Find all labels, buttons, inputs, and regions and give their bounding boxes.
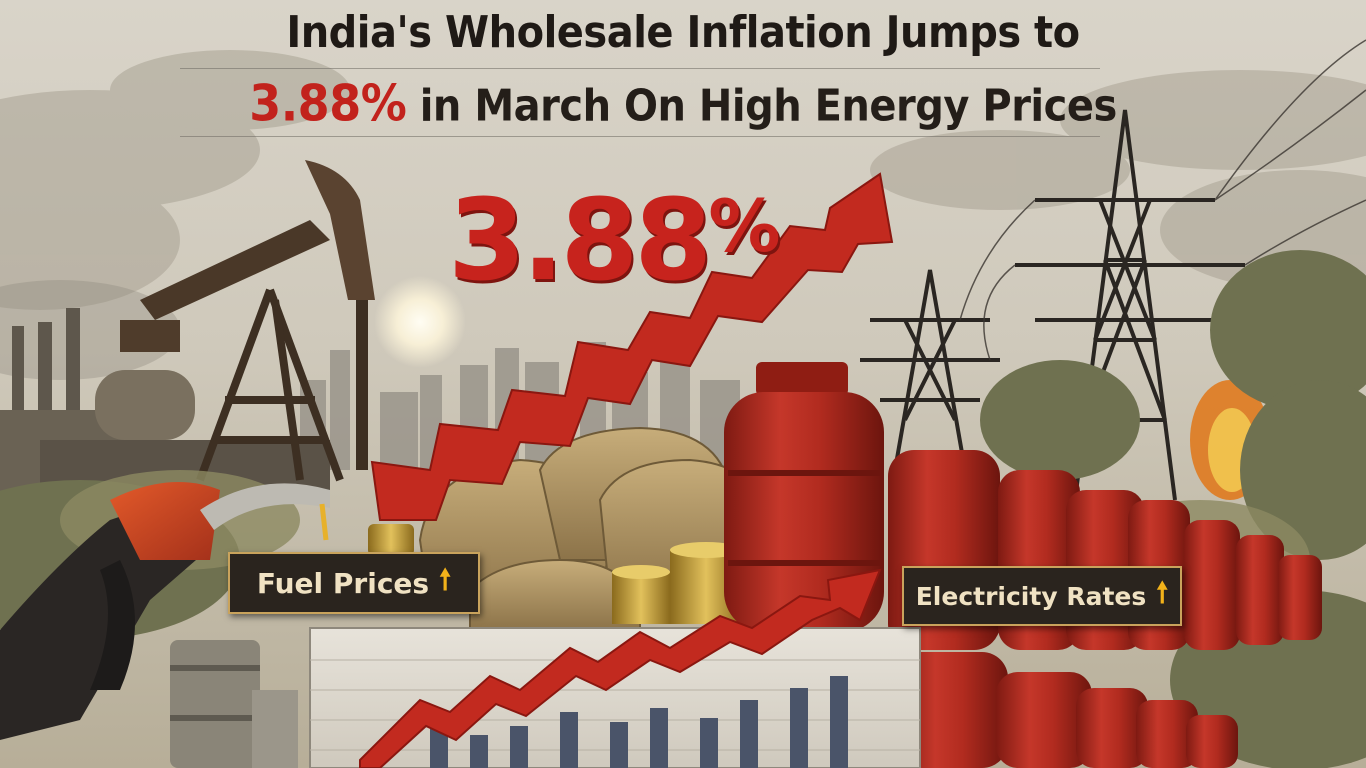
fuel-nozzle-icon [0,482,330,740]
fuel-prices-label: Fuel Prices 🠕 [228,552,480,614]
up-arrow-icon: 🠕 [1156,576,1169,609]
grain-sack-icon [418,426,762,631]
sun [374,276,466,368]
coin-stack-icon [368,524,742,624]
city-skyline [300,342,740,475]
pump-beam [140,220,330,320]
headline-rate: 3.88% [249,73,407,133]
inflation-rate-figure: 3.88% [448,176,780,306]
headline-divider [180,68,1100,69]
inflation-rate-value: 3.88 [448,176,712,306]
oil-pump-icon [196,288,344,482]
up-arrow-icon: 🠕 [439,563,452,596]
headline-divider-bottom [180,136,1100,137]
electricity-rates-text: Electricity Rates [915,581,1147,611]
electricity-rates-label: Electricity Rates 🠕 [902,566,1182,626]
fuel-drum [170,640,298,768]
headline-line-2: 3.88% in March On High Energy Prices [0,74,1366,132]
gas-cylinder-icon [724,362,884,632]
trend-arrow-small-icon [359,568,882,768]
headline: India's Wholesale Inflation Jumps to 3.8… [0,0,1366,140]
inflation-rate-unit: % [708,184,781,268]
headline-line-2-rest: in March On High Energy Prices [406,81,1118,132]
chart-board [309,627,921,768]
trend-arrow-icon [370,172,894,521]
fuel-prices-text: Fuel Prices [256,566,430,600]
headline-line-1: India's Wholesale Inflation Jumps to [286,8,1080,58]
